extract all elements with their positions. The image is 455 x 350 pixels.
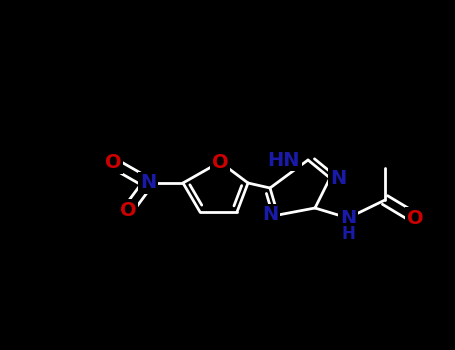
Text: O: O bbox=[120, 201, 136, 219]
Text: N: N bbox=[140, 174, 156, 192]
Text: O: O bbox=[407, 209, 423, 228]
Text: O: O bbox=[105, 154, 121, 173]
Text: N: N bbox=[262, 205, 278, 224]
Text: O: O bbox=[212, 153, 228, 172]
Text: N: N bbox=[340, 209, 356, 228]
Text: HN: HN bbox=[268, 150, 300, 169]
Text: N: N bbox=[330, 168, 346, 188]
Text: H: H bbox=[341, 225, 355, 243]
